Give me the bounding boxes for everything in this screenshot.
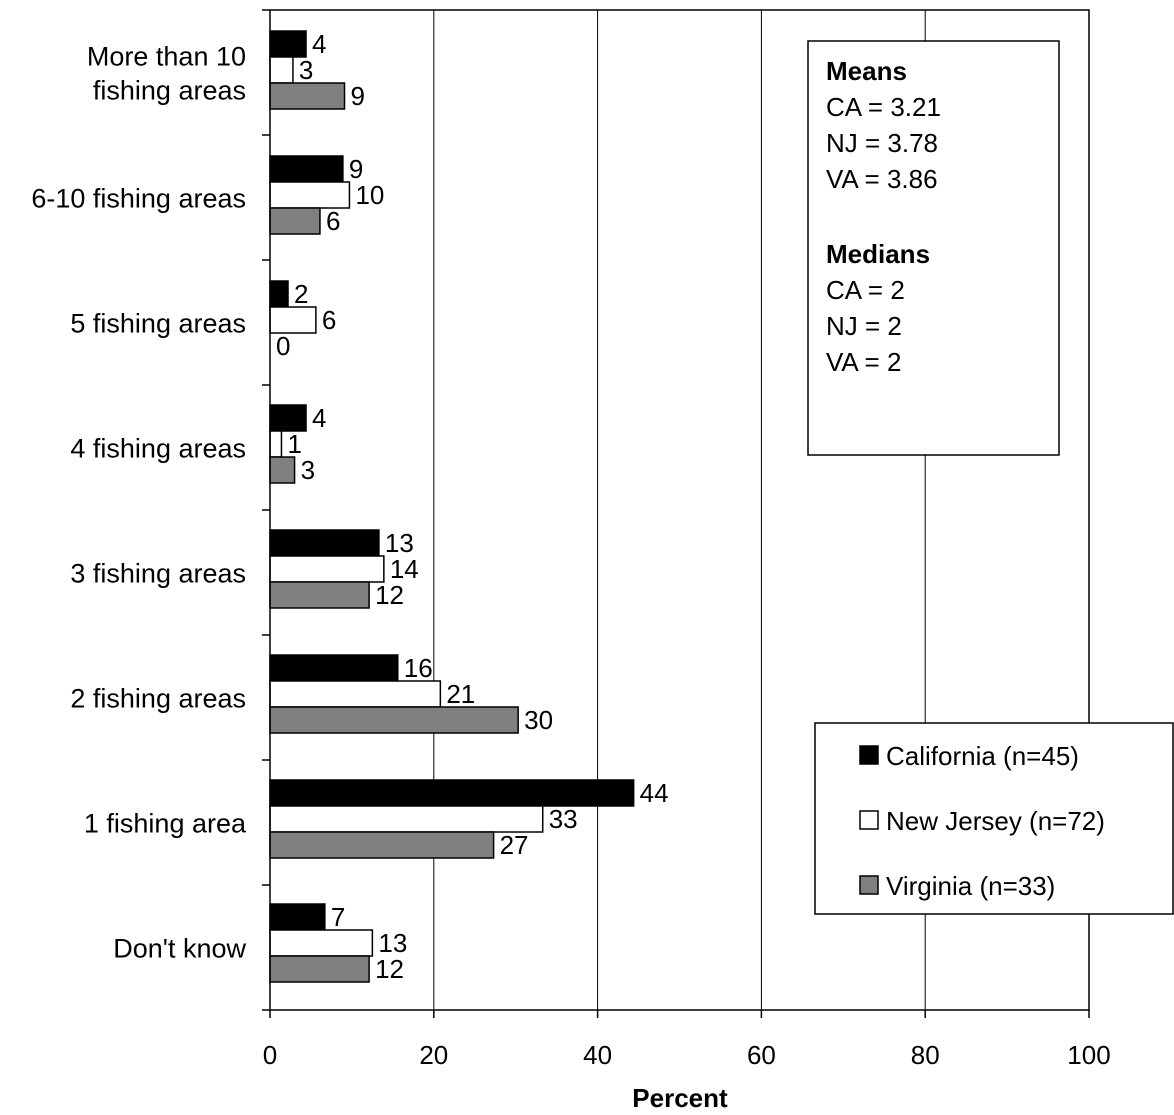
data-label-california-4: 13 (385, 528, 414, 558)
data-label-california-3: 4 (312, 403, 326, 433)
x-tick-label-3: 60 (747, 1040, 776, 1070)
bar-california-1 (269, 155, 344, 183)
data-label-virginia-4: 12 (375, 580, 404, 610)
data-label-virginia-2: 0 (276, 331, 290, 361)
data-label-new-jersey-2: 6 (322, 305, 336, 335)
bar-california-2 (269, 280, 289, 308)
category-label-7: Don't know (113, 934, 246, 964)
data-label-california-2: 2 (294, 279, 308, 309)
x-tick-label-0: 0 (263, 1040, 277, 1070)
x-tick-label-4: 80 (911, 1040, 940, 1070)
category-label-1: 6-10 fishing areas (31, 184, 246, 214)
data-label-virginia-0: 9 (351, 81, 365, 111)
category-label-0-line-0: More than 10 (87, 42, 246, 72)
category-labels: More than 10 fishing areas 6-10 fishing ar… (31, 42, 247, 964)
bar-virginia-7 (269, 955, 370, 983)
x-tick-label-5: 100 (1067, 1040, 1110, 1070)
category-label-6: 1 fishing area (84, 809, 247, 839)
data-label-new-jersey-4: 14 (390, 554, 419, 584)
bar-new-jersey-6 (269, 805, 544, 833)
category-label-2: 5 fishing areas (70, 309, 246, 339)
median-nj: NJ = 2 (826, 311, 902, 341)
data-label-california-5: 16 (404, 653, 433, 683)
legend: California (n=45) New Jersey (n=72) Virg… (814, 722, 1174, 915)
medians-heading: Medians (826, 239, 930, 269)
legend-swatch-california (859, 745, 879, 765)
bar-california-5 (269, 654, 399, 682)
bar-california-3 (269, 404, 307, 432)
x-tick-label-1: 20 (419, 1040, 448, 1070)
data-label-california-1: 9 (349, 154, 363, 184)
bar-new-jersey-1 (269, 181, 351, 209)
legend-label-california: California (n=45) (886, 741, 1079, 771)
bar-new-jersey-5 (269, 680, 442, 708)
x-tick-label-2: 40 (583, 1040, 612, 1070)
x-axis-ticks: 0 20 40 60 80 100 (263, 1010, 1111, 1070)
data-label-new-jersey-6: 33 (549, 804, 578, 834)
bar-california-4 (269, 529, 380, 557)
means-heading: Means (826, 56, 907, 86)
mean-va: VA = 3.86 (826, 164, 938, 194)
bar-california-0 (269, 30, 307, 58)
bar-california-6 (269, 779, 635, 807)
stats-box: Means CA = 3.21 NJ = 3.78 VA = 3.86 Medi… (807, 40, 1060, 456)
legend-label-new-jersey: New Jersey (n=72) (886, 806, 1105, 836)
legend-swatch-virginia (859, 875, 879, 895)
category-label-4: 3 fishing areas (70, 559, 246, 589)
bar-virginia-0 (269, 82, 346, 110)
bar-new-jersey-3 (269, 430, 283, 458)
data-label-virginia-3: 3 (301, 455, 315, 485)
data-label-virginia-5: 30 (524, 705, 553, 735)
bar-new-jersey-0 (269, 56, 294, 84)
data-label-virginia-1: 6 (326, 206, 340, 236)
bar-virginia-1 (269, 207, 321, 235)
bar-virginia-6 (269, 831, 495, 859)
bar-virginia-5 (269, 706, 519, 734)
data-label-new-jersey-5: 21 (446, 679, 475, 709)
legend-label-virginia: Virginia (n=33) (886, 871, 1055, 901)
mean-nj: NJ = 3.78 (826, 128, 938, 158)
data-label-california-0: 4 (312, 29, 326, 59)
data-label-california-6: 44 (640, 778, 669, 808)
data-label-virginia-7: 12 (375, 954, 404, 984)
x-axis-title: Percent (632, 1083, 728, 1113)
stats-box-frame (807, 40, 1060, 456)
bar-virginia-3 (269, 456, 296, 484)
data-label-virginia-6: 27 (500, 830, 529, 860)
bar-california-7 (269, 903, 326, 931)
data-label-new-jersey-3: 1 (287, 429, 301, 459)
bar-new-jersey-4 (269, 555, 385, 583)
bar-new-jersey-7 (269, 929, 374, 957)
data-label-california-7: 7 (331, 902, 345, 932)
category-label-5: 2 fishing areas (70, 684, 246, 714)
data-label-new-jersey-1: 10 (355, 180, 384, 210)
bars (269, 30, 635, 983)
plot-frame (262, 9, 1090, 1011)
category-label-0-line-1: fishing areas (93, 76, 246, 106)
bar-new-jersey-2 (269, 306, 317, 334)
mean-ca: CA = 3.21 (826, 92, 941, 122)
bar-virginia-4 (269, 581, 370, 609)
median-ca: CA = 2 (826, 275, 905, 305)
data-label-new-jersey-0: 3 (299, 55, 313, 85)
legend-swatch-new-jersey (859, 810, 879, 830)
data-label-new-jersey-7: 13 (378, 928, 407, 958)
median-va: VA = 2 (826, 347, 901, 377)
category-label-3: 4 fishing areas (70, 434, 246, 464)
